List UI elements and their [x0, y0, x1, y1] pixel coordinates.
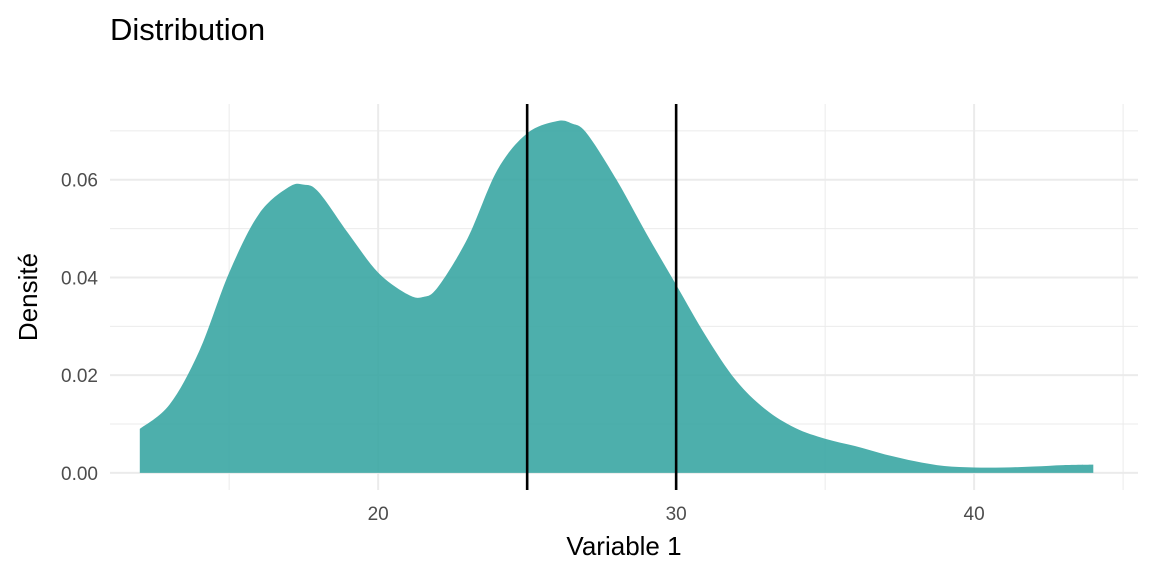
- density-area: [139, 120, 1094, 473]
- x-tick-label-2: 40: [964, 504, 985, 525]
- density-area-layer: [139, 120, 1094, 473]
- y-tick-label-1: 0.02: [61, 366, 98, 387]
- y-tick-label-2: 0.04: [61, 268, 98, 289]
- y-tick-label-0: 0.00: [61, 464, 98, 485]
- x-tick-label-0: 20: [368, 504, 389, 525]
- x-tick-label-1: 30: [666, 504, 687, 525]
- reference-lines: [525, 104, 678, 490]
- y-axis-ticks: 0.00 0.02 0.04 0.06: [61, 171, 98, 485]
- y-axis-title: Densité: [13, 253, 43, 341]
- y-tick-label-3: 0.06: [61, 171, 98, 192]
- chart-title: Distribution: [110, 12, 265, 47]
- x-axis-title: Variable 1: [566, 531, 681, 561]
- x-axis-ticks: 20 30 40: [368, 504, 985, 525]
